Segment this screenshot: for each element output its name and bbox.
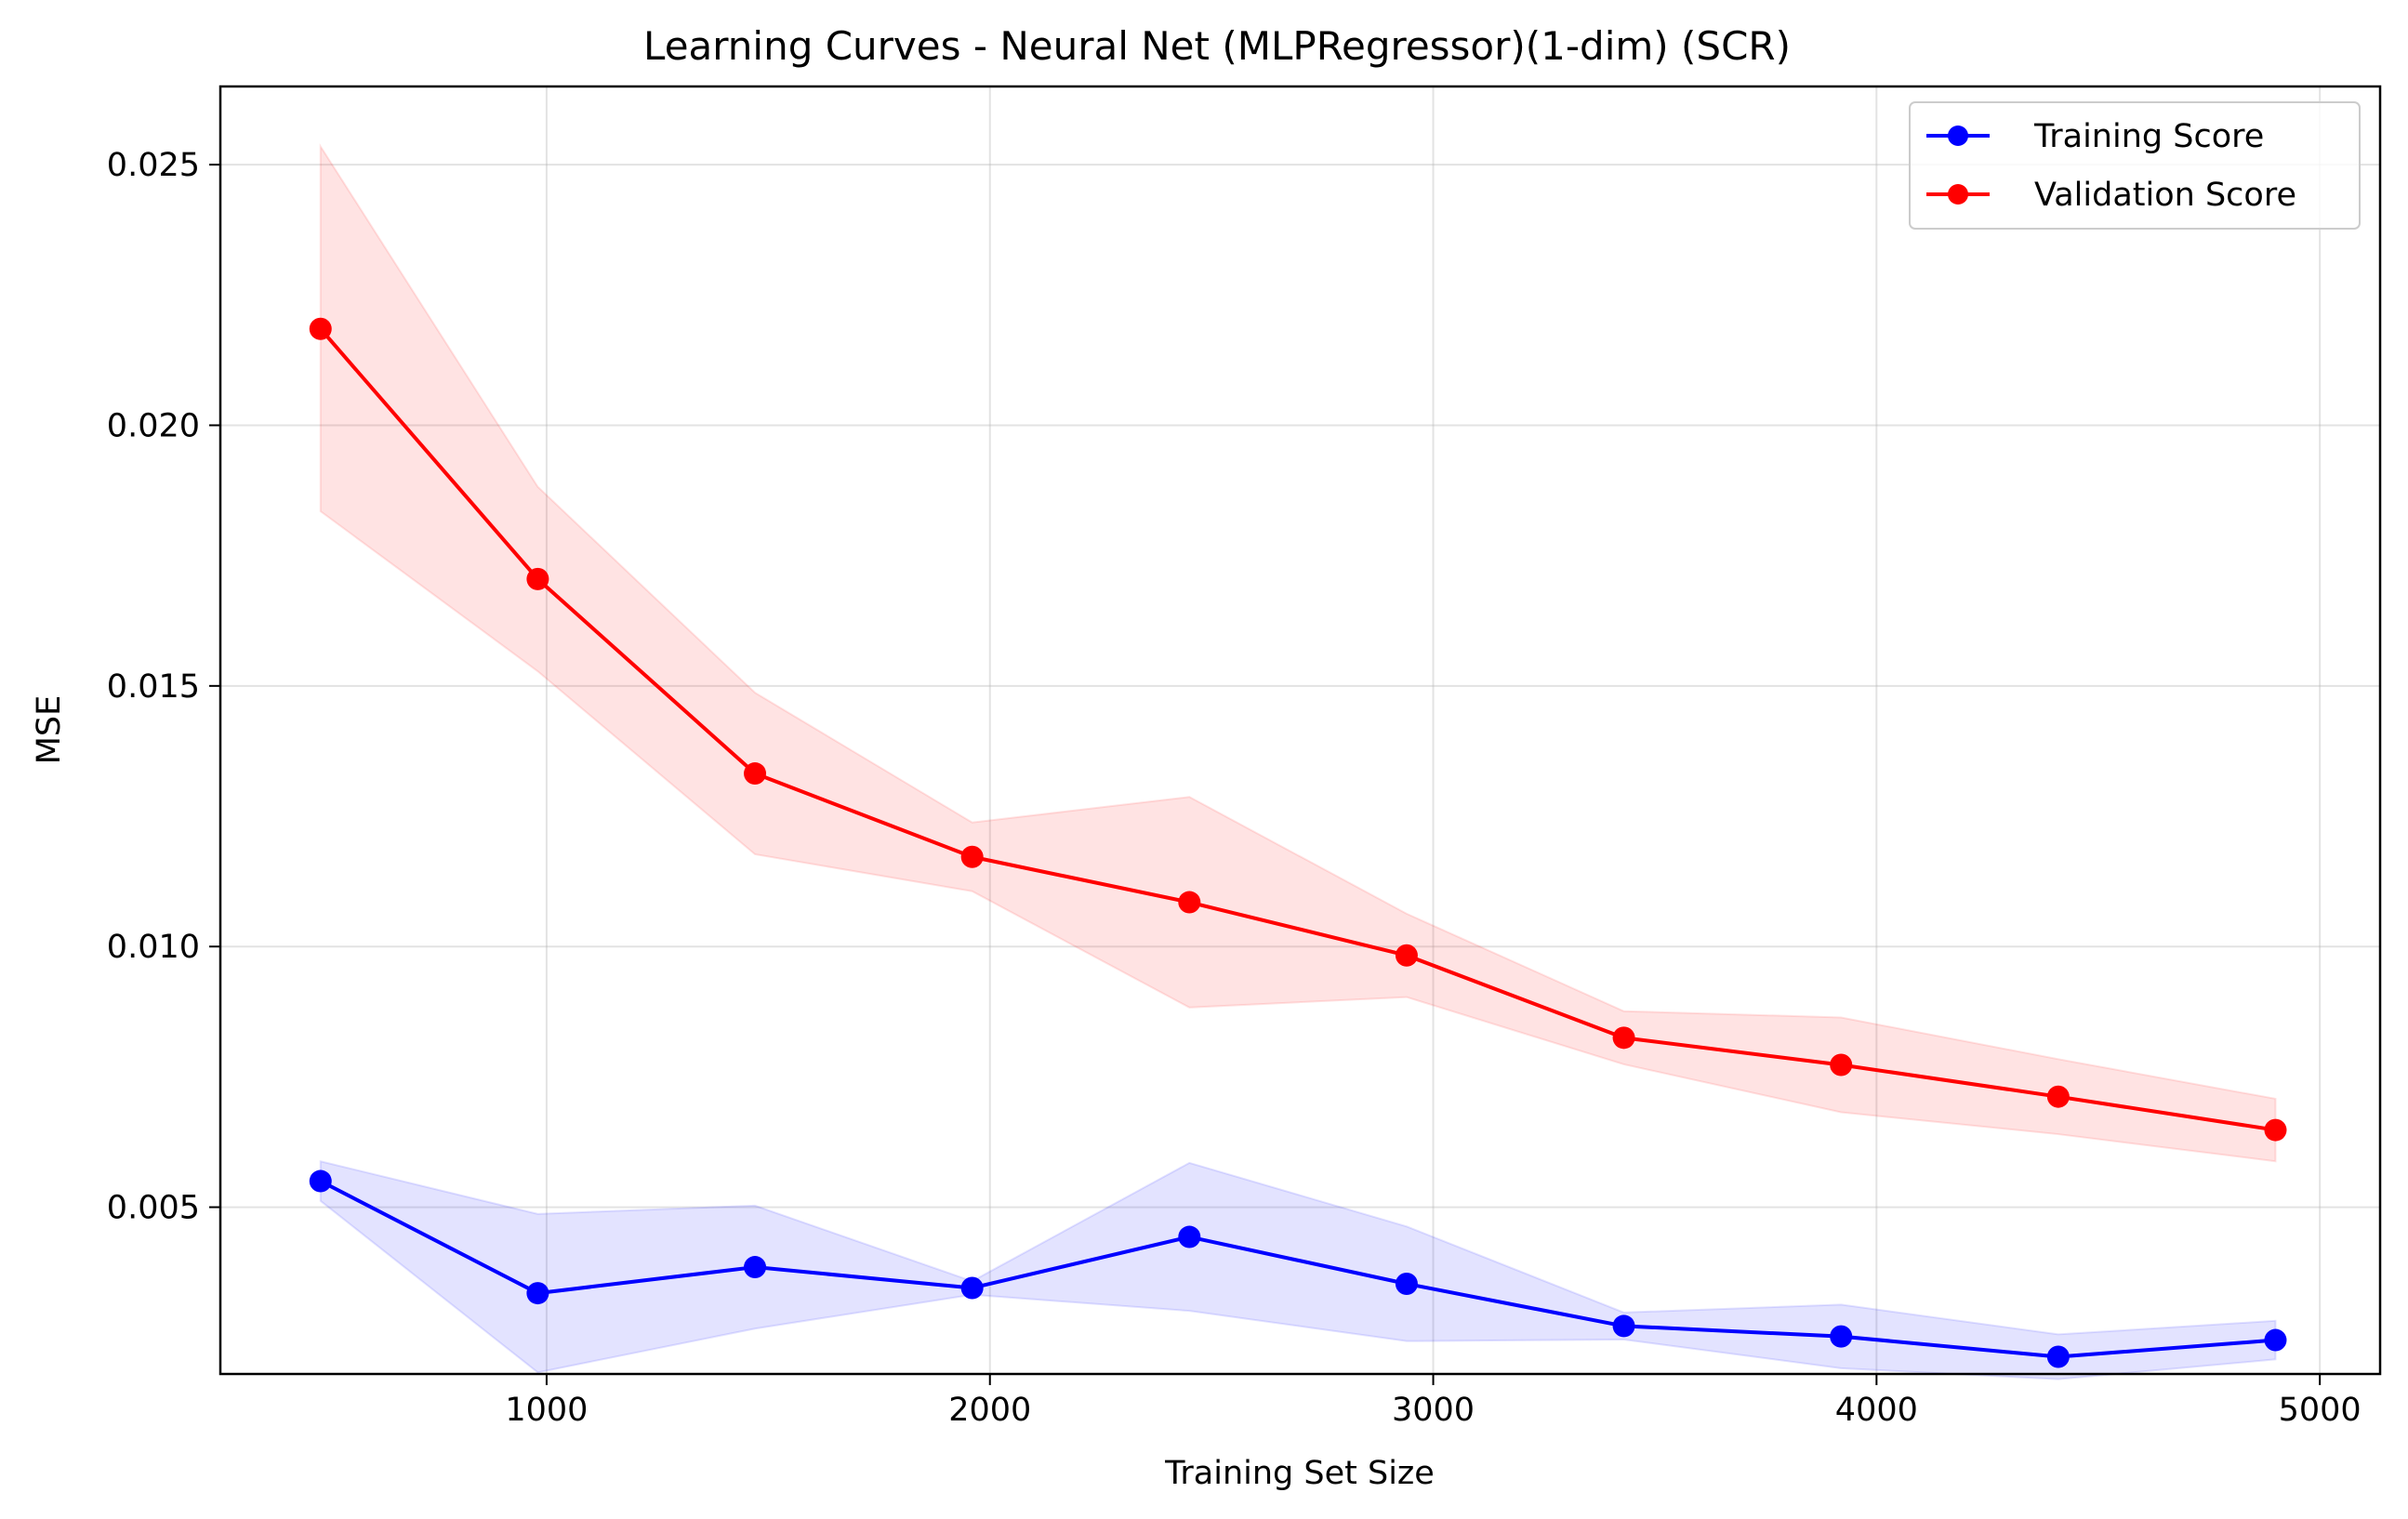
y-tick-label-4: 0.025 — [107, 147, 200, 184]
training-score-point-1 — [526, 1282, 549, 1305]
y-tick-label-3: 0.020 — [107, 407, 200, 444]
validation-score-point-5 — [1395, 944, 1418, 967]
training-score-point-7 — [1830, 1325, 1853, 1348]
x-tick-label-4: 5000 — [2279, 1392, 2362, 1429]
legend-label-validation: Validation Score — [2034, 177, 2296, 214]
x-tick-label-3: 4000 — [1835, 1392, 1918, 1429]
training-score-point-4 — [1178, 1225, 1201, 1248]
y-axis-label: MSE — [31, 695, 68, 765]
legend-box — [1909, 101, 2361, 230]
training-score-point-5 — [1395, 1272, 1418, 1295]
validation-score-point-2 — [744, 762, 767, 786]
validation-score-point-0 — [309, 317, 332, 340]
validation-score-band — [319, 143, 2277, 1163]
training-score-point-6 — [1612, 1314, 1635, 1338]
validation-score-point-9 — [2264, 1118, 2287, 1142]
validation-score-point-8 — [2046, 1085, 2070, 1108]
series-markers — [309, 317, 2287, 1368]
confidence-bands — [319, 143, 2277, 1380]
training-score-band — [319, 1159, 2277, 1380]
legend-marker-validation — [1948, 184, 1968, 205]
training-score-point-8 — [2046, 1345, 2070, 1368]
validation-score-point-3 — [960, 845, 984, 868]
chart-title: Learning Curves - Neural Net (MLPRegress… — [643, 23, 1791, 69]
validation-score-point-6 — [1612, 1026, 1635, 1050]
training-score-point-3 — [960, 1276, 984, 1300]
plot-frame — [218, 85, 2382, 1376]
x-tick-label-0: 1000 — [505, 1392, 588, 1429]
validation-score-point-1 — [526, 567, 549, 590]
legend-label-training: Training Score — [2033, 118, 2264, 155]
x-axis-label: Training Set Size — [1164, 1455, 1435, 1492]
axis-ticks: 1000 2000 3000 4000 5000 0.005 0.010 0.015 0.020… — [107, 147, 2362, 1429]
y-tick-label-1: 0.010 — [107, 929, 200, 966]
legend: Training Score Validation Score — [1909, 101, 2361, 230]
validation-score-point-7 — [1830, 1053, 1853, 1077]
training-score-line — [319, 1179, 2276, 1359]
validation-score-line — [319, 327, 2276, 1132]
training-score-point-9 — [2264, 1328, 2287, 1352]
legend-marker-training — [1948, 125, 1968, 146]
y-tick-label-2: 0.015 — [107, 668, 200, 706]
y-tick-label-0: 0.005 — [107, 1190, 200, 1227]
series-lines — [319, 327, 2276, 1359]
x-tick-label-2: 3000 — [1392, 1392, 1475, 1429]
training-score-point-2 — [744, 1256, 767, 1279]
training-score-point-0 — [309, 1169, 332, 1193]
validation-score-point-4 — [1178, 891, 1201, 914]
x-tick-label-1: 2000 — [948, 1392, 1031, 1429]
